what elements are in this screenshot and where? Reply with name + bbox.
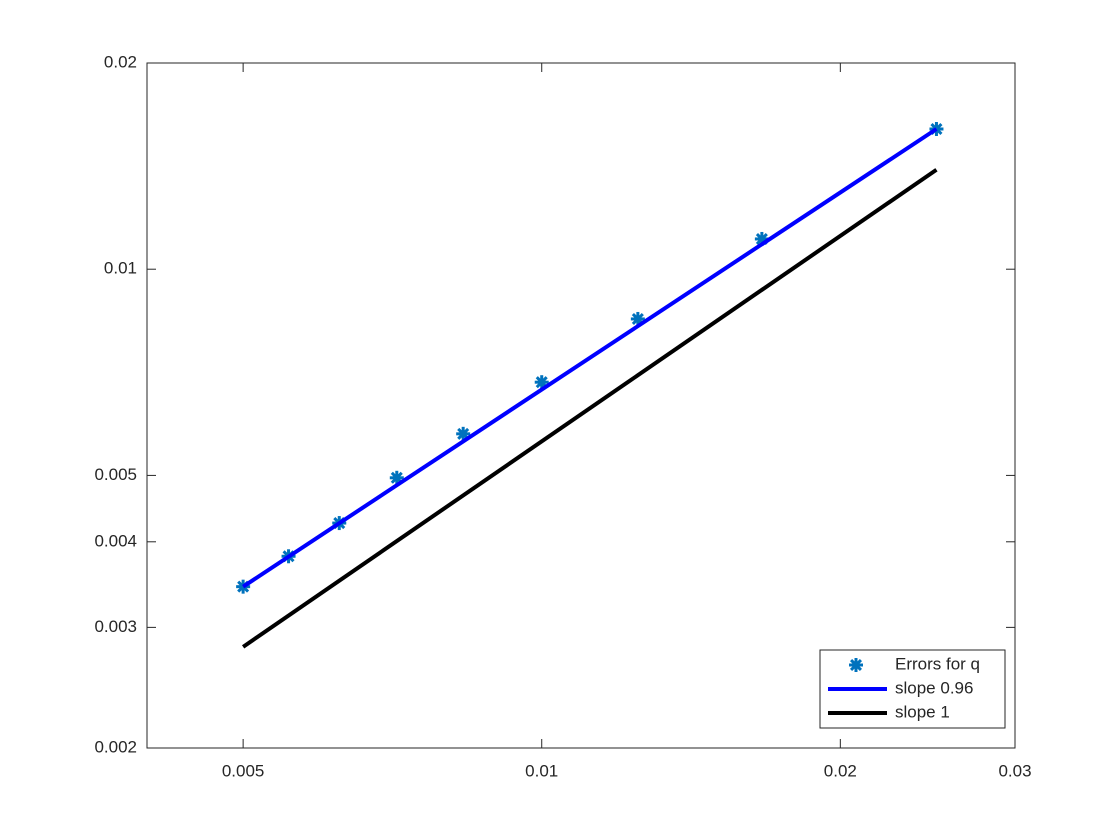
legend-marker xyxy=(849,658,863,672)
legend-label: slope 0.96 xyxy=(895,678,973,697)
y-tick-label: 0.02 xyxy=(104,52,137,71)
marker-core xyxy=(392,473,401,482)
x-tick-label: 0.03 xyxy=(998,761,1031,780)
data-point xyxy=(534,375,549,390)
plot-area xyxy=(146,62,1016,749)
x-tick-label: 0.02 xyxy=(824,761,857,780)
marker-core xyxy=(634,315,642,323)
y-tick-label: 0.003 xyxy=(94,617,137,636)
y-tick-label: 0.002 xyxy=(94,737,137,756)
y-tick-label: 0.004 xyxy=(94,531,137,550)
y-tick-label: 0.01 xyxy=(104,259,137,278)
line-series xyxy=(241,168,938,649)
data-point xyxy=(630,311,645,326)
data-point xyxy=(389,470,404,485)
legend-label: Errors for q xyxy=(895,654,980,673)
x-tick-label: 0.005 xyxy=(222,761,265,780)
marker-core xyxy=(459,429,468,438)
marker-core xyxy=(852,661,860,669)
marker-core xyxy=(537,378,546,387)
legend: Errors for q slope 0.96 slope 1 xyxy=(819,649,1006,729)
y-tick-label: 0.005 xyxy=(94,465,137,484)
line-series xyxy=(242,127,938,589)
x-tick-label: 0.01 xyxy=(525,761,558,780)
legend-label: slope 1 xyxy=(895,702,950,721)
